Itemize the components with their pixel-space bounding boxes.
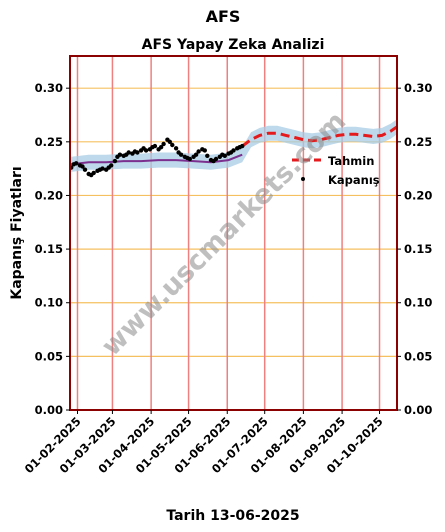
y-tick-label-right: 0.30 <box>404 81 432 95</box>
legend: Tahmin Kapanış <box>292 154 380 187</box>
closing-price-point <box>196 149 201 154</box>
closing-price-point <box>170 142 175 148</box>
closing-price-point <box>117 152 123 157</box>
plot-frame <box>69 55 398 411</box>
closing-price-point <box>143 148 149 153</box>
closing-price-point <box>112 158 118 164</box>
closing-price-point <box>161 141 166 147</box>
y-tick-label-right: 0.00 <box>404 403 432 417</box>
closing-price-point <box>173 146 179 151</box>
y-tick-label: 0.05 <box>35 349 63 363</box>
closing-price-points <box>69 137 245 178</box>
y-tick-label-right: 0.05 <box>404 349 432 363</box>
y-tick-label: 0.30 <box>35 81 63 95</box>
plot-area <box>69 55 398 411</box>
y-axis-label: Kapanış Fiyatları <box>9 166 25 299</box>
confidence-band-area <box>71 119 397 172</box>
closing-price-point <box>167 139 172 144</box>
y-axis-left: 0.00 0.05 0.10 0.15 0.20 0.25 0.30 <box>35 81 70 417</box>
legend-forecast-label: Tahmin <box>328 154 374 168</box>
model-fit-line <box>71 153 243 166</box>
closing-price-point <box>74 161 79 166</box>
y-tick-label-right: 0.25 <box>404 135 432 149</box>
closing-price-point <box>231 148 236 153</box>
legend-close-label: Kapanış <box>328 173 380 187</box>
y-tick-label: 0.15 <box>35 242 63 256</box>
y-tick-label: 0.00 <box>35 403 63 417</box>
closing-price-point <box>187 156 192 162</box>
forecast-line <box>241 125 398 148</box>
vertical-gridlines <box>76 56 381 410</box>
closing-price-point <box>193 152 199 157</box>
closing-price-point <box>222 153 227 158</box>
closing-price-point <box>82 167 88 172</box>
closing-price-point <box>126 150 131 155</box>
y-tick-label-right: 0.15 <box>404 242 432 256</box>
closing-price-point <box>202 148 207 153</box>
confidence-band <box>71 119 397 172</box>
y-tick-label: 0.10 <box>35 296 63 310</box>
closing-price-point <box>152 143 158 149</box>
closing-price-point <box>205 153 210 158</box>
y-tick-label: 0.25 <box>35 135 63 149</box>
closing-price-point <box>135 150 140 155</box>
closing-price-point <box>100 166 105 171</box>
closing-price-point <box>240 143 245 149</box>
y-tick-label-right: 0.20 <box>404 188 432 202</box>
series-layer <box>71 125 398 166</box>
chart-suptitle: AFS <box>206 7 241 26</box>
x-axis-label: Tarih 13-06-2025 <box>166 508 299 524</box>
closing-price-point <box>158 145 164 150</box>
y-tick-label: 0.20 <box>35 188 63 202</box>
closing-price-point <box>178 152 184 157</box>
closing-price-point <box>109 163 114 168</box>
legend-close-swatch <box>301 177 305 181</box>
y-tick-label-right: 0.10 <box>404 296 432 310</box>
closing-price-point <box>80 164 85 169</box>
y-axis-right: 0.00 0.05 0.10 0.15 0.20 0.25 0.30 <box>397 81 432 417</box>
closing-price-point <box>91 170 96 176</box>
chart-title: AFS Yapay Zeka Analizi <box>142 37 325 53</box>
closing-price-point <box>213 156 219 162</box>
